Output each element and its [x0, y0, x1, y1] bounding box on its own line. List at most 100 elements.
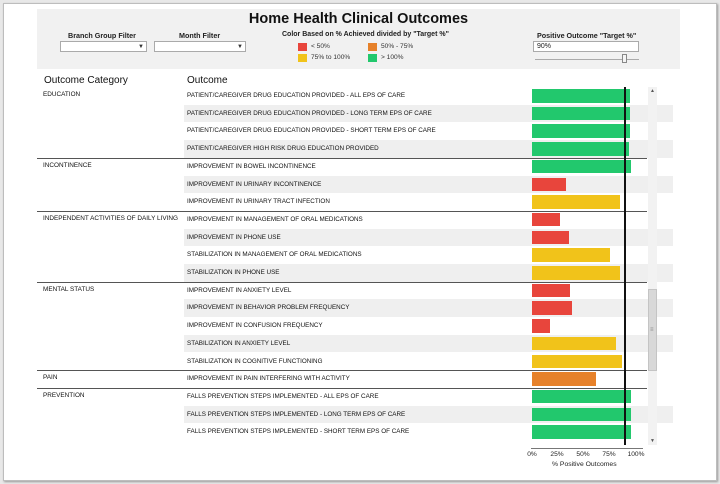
legend-swatch-green [368, 54, 377, 62]
legend-swatch-yellow [298, 54, 307, 62]
outcome-row[interactable]: FALLS PREVENTION STEPS IMPLEMENTED - SHO… [184, 423, 673, 441]
outcome-bar[interactable] [532, 389, 631, 404]
outcome-bar[interactable] [532, 319, 551, 333]
x-tick-label: 0% [527, 451, 537, 458]
outcome-bar[interactable] [532, 336, 616, 351]
outcome-bar[interactable] [532, 266, 620, 280]
x-axis-title: % Positive Outcomes [552, 461, 617, 468]
category-label: PAIN [43, 374, 58, 382]
outcome-row[interactable]: PATIENT/CAREGIVER DRUG EDUCATION PROVIDE… [184, 122, 673, 140]
outcome-bar[interactable] [532, 177, 566, 191]
outcome-label: PATIENT/CAREGIVER HIGH RISK DRUG EDUCATI… [187, 145, 379, 153]
x-tick-label: 25% [550, 451, 564, 458]
outcome-row[interactable]: IMPROVEMENT IN BOWEL INCONTINENCE [184, 158, 673, 176]
outcome-label: IMPROVEMENT IN CONFUSION FREQUENCY [187, 322, 323, 330]
column-header-outcome: Outcome [187, 75, 228, 86]
category-separator [37, 281, 647, 283]
chevron-down-icon: ▼ [138, 44, 144, 50]
target-reference-line [623, 87, 626, 445]
outcome-row[interactable]: PATIENT/CAREGIVER DRUG EDUCATION PROVIDE… [184, 104, 673, 123]
outcome-label: FALLS PREVENTION STEPS IMPLEMENTED - LON… [187, 410, 406, 418]
month-filter-label: Month Filter [179, 31, 221, 40]
outcome-label: PATIENT/CAREGIVER DRUG EDUCATION PROVIDE… [187, 127, 436, 135]
target-percent-input[interactable]: 90% [533, 41, 639, 52]
x-tick-label: 50% [576, 451, 590, 458]
outcome-label: IMPROVEMENT IN BEHAVIOR PROBLEM FREQUENC… [187, 304, 350, 312]
outcome-row[interactable]: IMPROVEMENT IN ANXIETY LEVEL [184, 282, 673, 300]
outcome-label: STABILIZATION IN PHONE USE [187, 269, 280, 276]
target-slider-handle[interactable] [622, 54, 627, 63]
outcome-bar[interactable] [532, 372, 597, 386]
column-header-category: Outcome Category [44, 75, 128, 86]
outcome-row[interactable]: PATIENT/CAREGIVER HIGH RISK DRUG EDUCATI… [184, 140, 673, 158]
outcome-bar[interactable] [532, 195, 620, 209]
month-filter-dropdown[interactable]: ▼ [154, 41, 246, 52]
outcome-row[interactable]: IMPROVEMENT IN PHONE USE [184, 228, 673, 247]
category-separator [37, 157, 647, 159]
legend-label-orange: 50% - 75% [381, 43, 414, 50]
outcome-row[interactable]: STABILIZATION IN COGNITIVE FUNCTIONING [184, 353, 673, 371]
target-percent-label: Positive Outcome "Target %" [537, 31, 637, 40]
target-slider-track[interactable] [535, 59, 639, 60]
outcome-bar[interactable] [532, 425, 631, 439]
scroll-up-icon[interactable]: ▲ [650, 88, 655, 94]
outcome-bar[interactable] [532, 354, 622, 368]
outcome-bar[interactable] [532, 212, 560, 227]
outcome-row[interactable]: PATIENT/CAREGIVER DRUG EDUCATION PROVIDE… [184, 87, 673, 105]
outcome-label: IMPROVEMENT IN PAIN INTERFERING WITH ACT… [187, 375, 350, 383]
outcome-row[interactable]: FALLS PREVENTION STEPS IMPLEMENTED - ALL… [184, 388, 673, 406]
category-separator [37, 387, 647, 389]
outcome-bar[interactable] [532, 301, 572, 315]
category-label: PREVENTION [43, 391, 85, 399]
outcome-row[interactable]: IMPROVEMENT IN MANAGEMENT OF ORAL MEDICA… [184, 211, 673, 229]
outcome-label: STABILIZATION IN COGNITIVE FUNCTIONING [187, 357, 323, 365]
legend-label-green: > 100% [381, 54, 404, 61]
outcome-bar[interactable] [532, 248, 610, 262]
outcome-row[interactable]: FALLS PREVENTION STEPS IMPLEMENTED - LON… [184, 405, 673, 424]
dashboard-title: Home Health Clinical Outcomes [248, 11, 469, 27]
x-axis-line [531, 448, 643, 449]
branch-group-filter-label: Branch Group Filter [68, 31, 136, 40]
outcome-row[interactable]: STABILIZATION IN PHONE USE [184, 264, 673, 282]
outcome-bar[interactable] [532, 124, 630, 138]
outcome-label: STABILIZATION IN MANAGEMENT OF ORAL MEDI… [187, 251, 362, 259]
outcome-label: PATIENT/CAREGIVER DRUG EDUCATION PROVIDE… [187, 92, 406, 99]
chevron-down-icon: ▼ [237, 44, 243, 50]
outcome-bar[interactable] [532, 106, 630, 121]
color-legend-title: Color Based on % Achieved divided by "Ta… [282, 31, 449, 38]
legend-label-yellow: 75% to 100% [311, 54, 351, 61]
x-tick-label: 100% [627, 451, 645, 458]
outcome-row[interactable]: IMPROVEMENT IN URINARY INCONTINENCE [184, 175, 673, 193]
outcome-row[interactable]: IMPROVEMENT IN URINARY TRACT INFECTION [184, 193, 673, 211]
outcome-label: IMPROVEMENT IN BOWEL INCONTINENCE [187, 162, 316, 170]
outcome-label: IMPROVEMENT IN URINARY TRACT INFECTION [187, 198, 330, 206]
scroll-down-icon[interactable]: ▼ [650, 438, 655, 444]
outcome-bar[interactable] [532, 89, 630, 103]
category-separator [37, 370, 647, 372]
outcome-row[interactable]: IMPROVEMENT IN CONFUSION FREQUENCY [184, 317, 673, 335]
outcome-label: STABILIZATION IN ANXIETY LEVEL [187, 339, 291, 347]
outcome-bar[interactable] [532, 407, 631, 422]
outcome-bar[interactable] [532, 159, 631, 174]
outcome-bar[interactable] [532, 283, 570, 298]
outcome-row[interactable]: STABILIZATION IN MANAGEMENT OF ORAL MEDI… [184, 246, 673, 264]
outcome-bar[interactable] [532, 230, 569, 245]
outcome-bar[interactable] [532, 142, 629, 156]
outcome-row[interactable]: IMPROVEMENT IN BEHAVIOR PROBLEM FREQUENC… [184, 299, 673, 317]
dashboard-header: Home Health Clinical Outcomes [37, 9, 680, 69]
outcome-label: IMPROVEMENT IN PHONE USE [187, 233, 281, 241]
category-separator [37, 210, 647, 212]
outcome-row[interactable]: IMPROVEMENT IN PAIN INTERFERING WITH ACT… [184, 370, 673, 388]
outcome-label: FALLS PREVENTION STEPS IMPLEMENTED - ALL… [187, 392, 379, 400]
legend-swatch-red [298, 43, 307, 51]
outcome-row[interactable]: STABILIZATION IN ANXIETY LEVEL [184, 334, 673, 353]
x-tick-label: 75% [602, 451, 616, 458]
outcome-label: IMPROVEMENT IN ANXIETY LEVEL [187, 286, 292, 294]
legend-label-red: < 50% [311, 43, 330, 50]
outcomes-chart: EDUCATION PATIENT/CAREGIVER DRUG EDUCATIO… [37, 87, 673, 445]
outcome-label: FALLS PREVENTION STEPS IMPLEMENTED - SHO… [187, 428, 410, 436]
outcome-label: IMPROVEMENT IN URINARY INCONTINENCE [187, 180, 322, 188]
scrollbar-thumb[interactable] [648, 289, 657, 371]
branch-group-filter-dropdown[interactable]: ▼ [60, 41, 147, 52]
vertical-scrollbar[interactable] [648, 87, 657, 445]
